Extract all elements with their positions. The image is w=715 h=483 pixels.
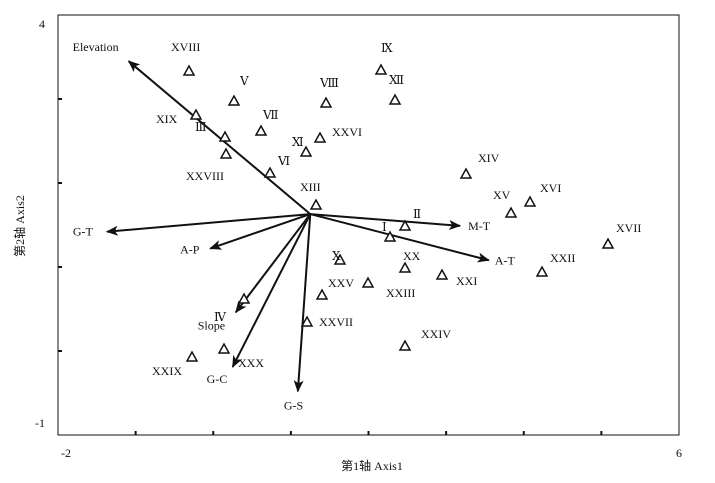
data-point-marker bbox=[315, 288, 329, 300]
data-point-label: Ⅻ bbox=[389, 73, 404, 87]
data-point-marker bbox=[185, 350, 199, 362]
axis-ticks bbox=[58, 98, 603, 435]
data-point-marker bbox=[361, 276, 375, 288]
data-point-label: Ⅱ bbox=[413, 207, 421, 221]
vector-arrow bbox=[231, 213, 312, 368]
vector-label: Elevation bbox=[73, 40, 119, 54]
data-point-marker bbox=[309, 198, 323, 210]
data-point-marker bbox=[388, 93, 402, 105]
x-tick-label-max: 6 bbox=[676, 446, 682, 460]
data-point-marker bbox=[398, 339, 412, 351]
vector-arrow bbox=[105, 213, 311, 236]
y-tick-label-min: -1 bbox=[35, 416, 45, 430]
vector-label: G-T bbox=[73, 225, 94, 239]
vector-arrow bbox=[209, 213, 311, 250]
vector-group: Elevation G-T A-P Slope G-C G-S M-T A-T bbox=[73, 40, 516, 412]
data-point-label: XVII bbox=[616, 221, 641, 235]
data-point-label: XIII bbox=[300, 180, 321, 194]
data-point-marker bbox=[218, 130, 232, 142]
data-point-marker bbox=[523, 195, 537, 207]
data-point-label: XVIII bbox=[171, 40, 200, 54]
data-point-marker bbox=[254, 124, 268, 136]
data-point-label: XXVII bbox=[319, 315, 353, 329]
vector-label: Slope bbox=[198, 318, 225, 332]
data-point-label: Ⅵ bbox=[277, 154, 290, 168]
x-tick-label-min: -2 bbox=[61, 446, 71, 460]
vector-arrow bbox=[310, 213, 462, 230]
data-point-label: XXVI bbox=[332, 125, 362, 139]
data-point-marker bbox=[227, 94, 241, 106]
data-point-marker bbox=[333, 253, 347, 265]
data-point-label: XIX bbox=[156, 112, 178, 126]
vector-label: G-C bbox=[207, 372, 228, 386]
data-point-label: XXI bbox=[456, 274, 477, 288]
data-point-marker bbox=[263, 166, 277, 178]
vector-label: A-P bbox=[180, 243, 200, 257]
vector-label: M-T bbox=[468, 219, 491, 233]
data-point-marker bbox=[300, 315, 314, 327]
data-point-label: Ⅲ bbox=[195, 120, 207, 134]
data-point-marker bbox=[319, 96, 333, 108]
data-point-label: XXIII bbox=[386, 286, 415, 300]
data-point-marker bbox=[535, 265, 549, 277]
y-axis-title: 第2轴 Axis2 bbox=[12, 195, 27, 257]
data-point-marker bbox=[398, 219, 412, 231]
vector-arrow bbox=[293, 214, 312, 393]
data-point-marker bbox=[398, 261, 412, 273]
data-point-marker bbox=[189, 108, 203, 120]
data-point-label: Ⅷ bbox=[319, 76, 339, 90]
data-point-marker bbox=[313, 131, 327, 143]
vector-arrow bbox=[234, 213, 312, 314]
data-point-label: XV bbox=[493, 188, 511, 202]
vector-arrow bbox=[310, 213, 490, 263]
data-point-label: XX bbox=[403, 249, 421, 263]
data-point-label: XXV bbox=[328, 276, 354, 290]
data-point-marker bbox=[217, 342, 231, 354]
data-point-marker bbox=[237, 292, 251, 304]
data-point-marker bbox=[383, 230, 397, 242]
y-tick-label-max: 4 bbox=[39, 17, 45, 31]
data-point-label: Ⅸ bbox=[381, 41, 393, 55]
x-axis-title: 第1轴 Axis1 bbox=[341, 458, 403, 473]
vector-label: G-S bbox=[284, 398, 303, 412]
data-point-marker bbox=[435, 268, 449, 280]
data-point-label: XXX bbox=[238, 356, 264, 370]
data-point-label: Ⅰ bbox=[382, 220, 387, 234]
data-point-label: XXIX bbox=[152, 364, 182, 378]
vector-arrow bbox=[127, 60, 311, 215]
data-point-label: XXII bbox=[550, 251, 575, 265]
data-point-label: Ⅶ bbox=[262, 108, 279, 122]
data-point-label: Ⅺ bbox=[292, 135, 304, 149]
data-point-marker bbox=[504, 206, 518, 218]
vector-label: A-T bbox=[495, 253, 516, 267]
data-point-label: Ⅳ bbox=[214, 310, 227, 324]
data-point-label: XXIV bbox=[421, 327, 451, 341]
data-point-label: XXVIII bbox=[186, 169, 224, 183]
data-point-label: Ⅴ bbox=[239, 74, 249, 88]
data-point-label: XIV bbox=[478, 151, 500, 165]
data-point-marker bbox=[374, 63, 388, 75]
data-point-marker bbox=[601, 237, 615, 249]
data-point-label: Ⅹ bbox=[332, 249, 341, 263]
data-point-marker bbox=[299, 145, 313, 157]
data-point-marker bbox=[219, 147, 233, 159]
data-point-marker bbox=[182, 64, 196, 76]
data-point-marker bbox=[459, 167, 473, 179]
data-point-label: XVI bbox=[540, 181, 561, 195]
